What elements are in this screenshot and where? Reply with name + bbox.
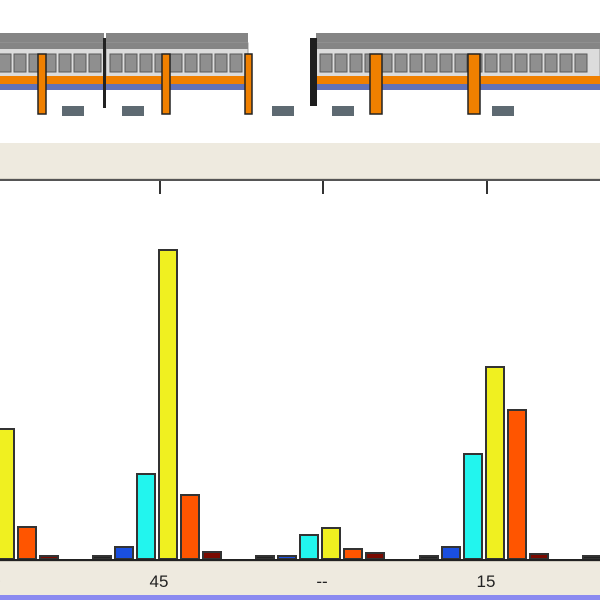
car-roof <box>0 33 104 43</box>
coupler <box>103 38 106 108</box>
car-roof-edge <box>106 43 248 49</box>
window <box>199 53 213 73</box>
bar-level-1 <box>582 555 600 560</box>
bar-level-5 <box>507 409 527 560</box>
bar-level-1 <box>92 555 112 560</box>
door <box>244 53 253 115</box>
window <box>349 53 363 73</box>
orange-stripe <box>316 76 600 84</box>
bar-level-2 <box>277 555 297 560</box>
window <box>169 53 183 73</box>
bogie <box>62 106 84 116</box>
blue-stripe <box>106 84 248 90</box>
category-label: -- <box>316 572 328 591</box>
window <box>424 53 438 73</box>
bar-level-2 <box>441 546 461 560</box>
baseline <box>0 559 600 561</box>
window <box>319 53 333 73</box>
window <box>88 53 102 73</box>
category-label: 45 <box>149 572 169 591</box>
window <box>0 53 12 73</box>
window <box>139 53 153 73</box>
bar-level-3 <box>136 473 156 560</box>
bottom-border <box>0 595 600 600</box>
window <box>394 53 408 73</box>
bar-level-5 <box>343 548 363 560</box>
bar-level-3 <box>463 453 483 560</box>
window <box>439 53 453 73</box>
window <box>124 53 138 73</box>
axis-tick <box>159 181 161 194</box>
category-labels: 0 45 -- 15 <box>0 561 600 596</box>
bogie <box>122 106 144 116</box>
bar-level-4 <box>485 366 505 560</box>
blue-stripe <box>316 84 600 90</box>
window <box>559 53 573 73</box>
bar-level-6 <box>365 552 385 560</box>
train-formation-image <box>0 33 600 116</box>
bogie <box>492 106 514 116</box>
orange-stripe <box>106 76 248 84</box>
window <box>109 53 123 73</box>
bar-level-4 <box>321 527 341 560</box>
window <box>214 53 228 73</box>
window <box>514 53 528 73</box>
bogie <box>272 106 294 116</box>
window <box>454 53 468 73</box>
axis-tick <box>486 181 488 194</box>
category-label: 0 <box>0 572 1 592</box>
window <box>484 53 498 73</box>
bar-level-6 <box>202 551 222 560</box>
window <box>544 53 558 73</box>
door <box>37 53 47 115</box>
window <box>184 53 198 73</box>
car-roof <box>316 33 600 43</box>
car-roof-edge <box>316 43 600 49</box>
congestion-bar-chart <box>0 249 600 561</box>
bar-level-1 <box>419 555 439 560</box>
car-roof <box>106 33 248 43</box>
position-axis <box>0 179 600 181</box>
blue-stripe <box>0 84 104 90</box>
window <box>334 53 348 73</box>
bar-level-3 <box>299 534 319 560</box>
door <box>369 53 383 115</box>
car-roof-edge <box>0 43 104 49</box>
bar-level-6 <box>39 555 59 560</box>
window <box>409 53 423 73</box>
axis-tick <box>322 181 324 194</box>
toolbar-panel <box>0 143 600 179</box>
window <box>499 53 513 73</box>
door <box>467 53 481 115</box>
bar-level-6 <box>529 553 549 560</box>
bar-level-5 <box>17 526 37 560</box>
window <box>73 53 87 73</box>
bar-level-2 <box>114 546 134 560</box>
window <box>13 53 27 73</box>
window <box>574 53 588 73</box>
bar-level-4 <box>158 249 178 560</box>
category-label: 15 <box>476 572 496 591</box>
bar-level-4 <box>0 428 15 560</box>
coupler <box>310 38 317 106</box>
window <box>229 53 243 73</box>
bogie <box>332 106 354 116</box>
orange-stripe <box>0 76 104 84</box>
window <box>529 53 543 73</box>
door <box>161 53 171 115</box>
window <box>58 53 72 73</box>
bar-level-1 <box>255 555 275 560</box>
bar-level-5 <box>180 494 200 560</box>
